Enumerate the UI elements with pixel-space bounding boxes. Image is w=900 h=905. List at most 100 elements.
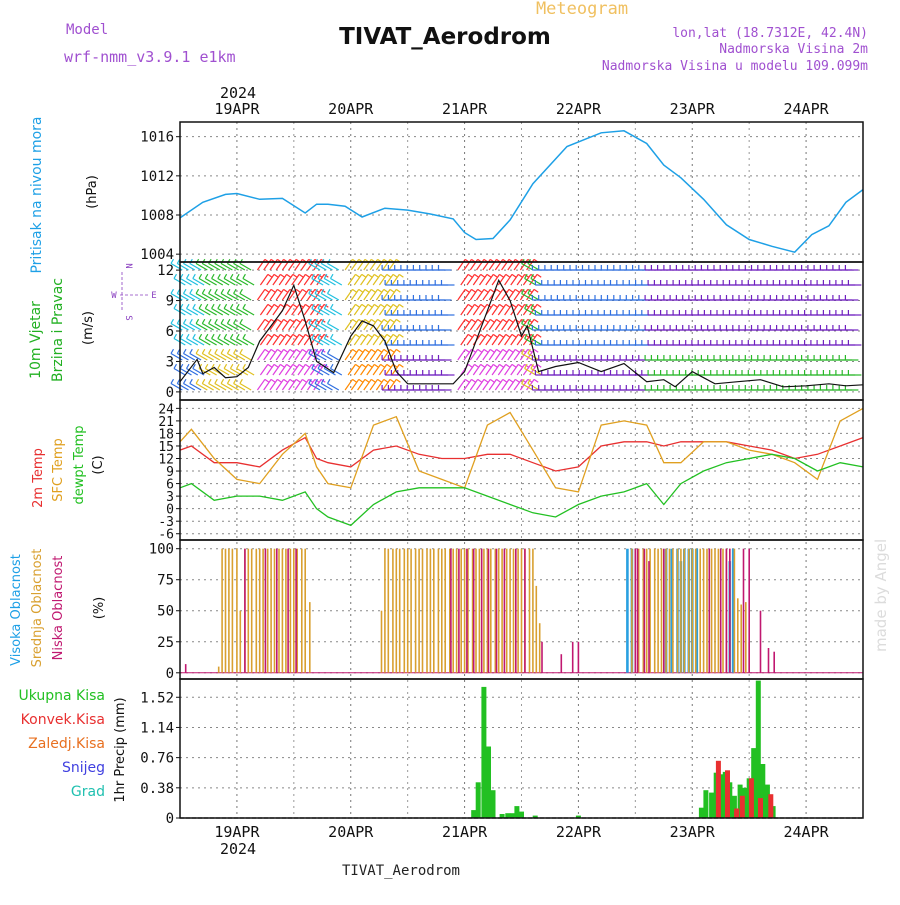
precip-bar-conv [734, 808, 740, 818]
bottom-day-labels: 19APR 20APR 21APR 22APR 23APR 24APR [214, 823, 829, 841]
wind-barb-flag [536, 303, 542, 308]
wind-barb-flag [524, 303, 528, 309]
wind-barb [360, 364, 369, 376]
wind-barb [288, 319, 297, 331]
wind-barb [317, 367, 330, 376]
wind-barb [317, 307, 330, 316]
wind-barb-flag [474, 303, 479, 308]
wind-barb [530, 337, 543, 346]
wind-barb [482, 379, 491, 391]
wind-barb [192, 307, 205, 316]
wind-barb [494, 379, 504, 391]
wind-barb-flag [524, 333, 528, 339]
y-tick-label: 25 [157, 635, 174, 651]
wind-barb [208, 352, 221, 361]
wind-barb [230, 277, 242, 286]
wind-barb-flag [280, 333, 285, 338]
wind-barb-flag [283, 288, 289, 293]
wind-barb-flag [386, 333, 392, 338]
wind-barb [275, 349, 285, 361]
wind-barb-flag [496, 288, 501, 293]
wind-barb [186, 337, 199, 346]
model-name: wrf-nmm_v3.9.1 e1km [64, 48, 236, 66]
wind-barb [239, 322, 252, 331]
wind-barb [320, 322, 333, 331]
wind-barb [330, 367, 343, 376]
wind-barb-flag [229, 363, 234, 369]
panel-frames [179, 121, 864, 819]
wind-barb-flag [471, 288, 476, 293]
wind-barb [363, 259, 372, 271]
wind-barb-flag [273, 363, 279, 368]
wind-barb-flag [217, 363, 221, 369]
wind-barb-flag [170, 258, 175, 264]
wind-barb [463, 259, 472, 271]
wind-barb [195, 352, 208, 361]
wind-speed-line [179, 278, 864, 388]
day-label-top: 24APR [784, 100, 830, 118]
wind-barb-flag [395, 288, 401, 293]
wind-barb [278, 364, 288, 376]
wind-barb-flag [533, 378, 539, 383]
wind-barb-flag [229, 303, 234, 309]
wind-barb [198, 337, 211, 346]
temp-ylabel-dewpt: dewpt Temp [72, 425, 87, 504]
wind-barb [294, 259, 303, 271]
pressure-line [179, 130, 864, 254]
wind-barb-flag [277, 348, 282, 353]
model-elevation-label: Nadmorska Visina u modelu 109.099m [602, 59, 868, 74]
y-tick-label: 12 [158, 453, 174, 468]
wind-barb [227, 382, 239, 391]
wind-barb-flag [170, 288, 175, 294]
y-tick-label: 1.52 [140, 690, 174, 706]
wind-barb [501, 349, 510, 361]
wind-barb [479, 334, 488, 346]
y-tick-label: 75 [157, 573, 174, 589]
wind-ylabel-sub: Brzina i Pravac [50, 278, 66, 382]
wind-barb [504, 274, 513, 286]
wind-barb [466, 274, 475, 286]
wind-barb-flag [305, 363, 310, 368]
wind-barb-flag [211, 333, 215, 339]
wind-barb [205, 337, 217, 346]
wind-barb [350, 289, 360, 301]
cloud-ylabel-mid: Srednja Oblacnost [30, 549, 45, 668]
wind-barb-flag [536, 333, 542, 338]
wind-barb [242, 277, 255, 286]
wind-barb [479, 274, 488, 286]
wind-barb [369, 289, 379, 301]
wind-barb-flag [505, 333, 511, 338]
wind-barb-flag [511, 333, 517, 338]
wind-barb-flag [223, 273, 228, 279]
day-label-top: 19APR [214, 100, 260, 118]
wind-barb-flag [517, 363, 523, 368]
wind-barb-flag [377, 378, 383, 383]
wind-barb-flag [233, 318, 237, 324]
wind-barb [294, 379, 303, 391]
wind-barb-flag [326, 378, 331, 384]
wind-barb-flag [373, 363, 379, 368]
y-tick-label: -6 [158, 528, 174, 543]
wind-barb [375, 349, 385, 361]
wind-barb [494, 349, 504, 361]
wind-barb [372, 364, 382, 376]
precip-legend-entry: Konvek.Kisa [21, 712, 105, 728]
wind-barb-flag [277, 288, 282, 293]
wind-barb-flag [489, 378, 495, 383]
wind-barb [375, 259, 385, 271]
wind-barb [303, 334, 313, 346]
wind-barb-flag [377, 318, 383, 323]
wind-barb [469, 319, 479, 331]
wind-barb [513, 289, 523, 301]
wind-barb [378, 304, 388, 316]
wind-barb-flag [329, 333, 334, 339]
wind-barb-flag [389, 378, 395, 383]
wind-barb-flag [233, 378, 237, 384]
y-tick-label: 0 [166, 385, 174, 401]
wind-barb-flag [361, 363, 367, 368]
wind-barb-flag [201, 348, 206, 354]
wind-barb [317, 337, 330, 346]
wind-barb [391, 274, 400, 286]
y-tick-label: 9 [166, 294, 174, 310]
